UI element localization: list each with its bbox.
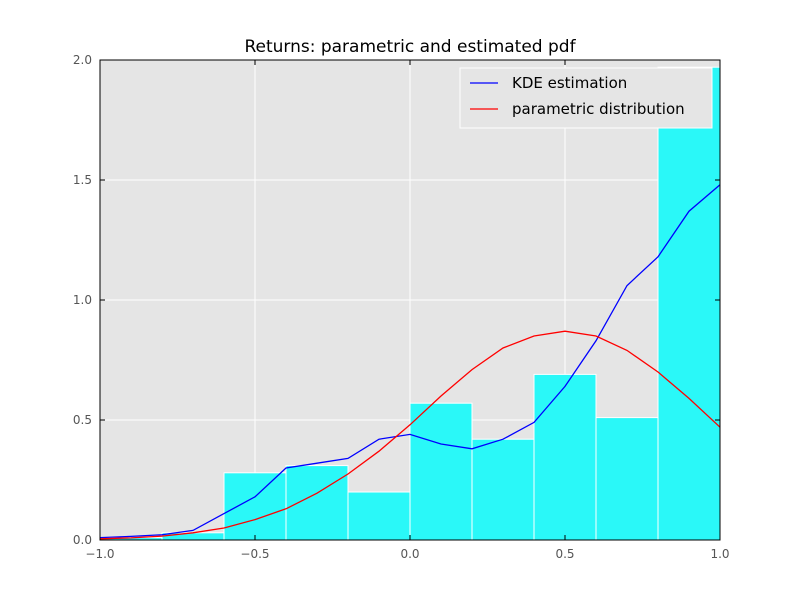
- histogram-bar: [471, 438, 535, 541]
- y-tick-label: 2.0: [73, 53, 92, 67]
- x-tick-label: −1.0: [85, 547, 114, 561]
- x-tick-label: −0.5: [240, 547, 269, 561]
- x-tick-label: 0.0: [400, 547, 419, 561]
- legend-label: parametric distribution: [512, 100, 685, 118]
- histogram-bar: [657, 66, 721, 541]
- x-tick-label: 1.0: [710, 547, 729, 561]
- series-line-kde: [99, 184, 721, 539]
- histogram-bar: [595, 417, 659, 541]
- x-tick-label: 0.5: [555, 547, 574, 561]
- y-tick-label: 1.0: [73, 293, 92, 307]
- series-line-parametric: [99, 330, 721, 540]
- histogram-bar: [409, 402, 473, 541]
- histogram-bar: [285, 465, 349, 541]
- histogram-bar: [533, 373, 597, 541]
- histogram-bar: [347, 491, 411, 541]
- histogram-bar: [223, 472, 287, 541]
- y-tick-label: 0.5: [73, 413, 92, 427]
- legend-box: [459, 67, 713, 129]
- y-tick-label: 0.0: [73, 533, 92, 547]
- chart-title: Returns: parametric and estimated pdf: [244, 37, 576, 57]
- legend-label: KDE estimation: [512, 74, 627, 92]
- y-tick-label: 1.5: [73, 173, 92, 187]
